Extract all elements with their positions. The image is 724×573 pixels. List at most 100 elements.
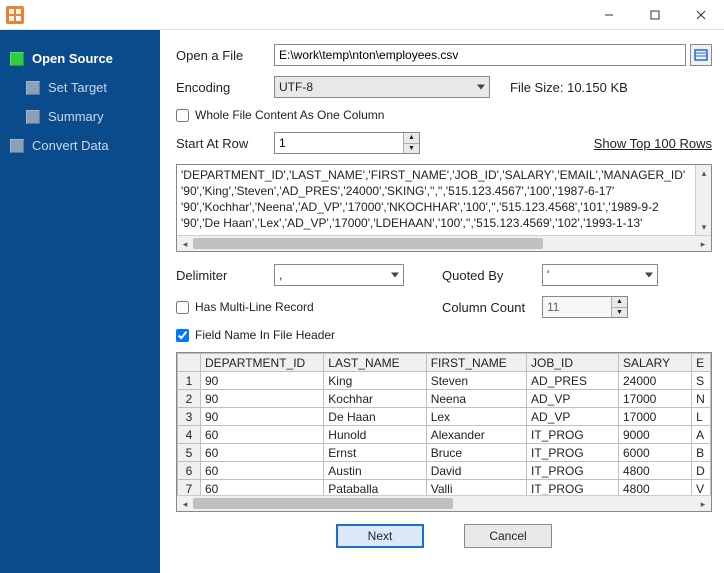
grid-cell[interactable]: 4800 — [618, 462, 691, 480]
grid-cell[interactable]: V — [692, 480, 711, 496]
grid-cell[interactable]: L — [692, 408, 711, 426]
table-row[interactable]: 290KochharNeenaAD_VP17000N — [178, 390, 711, 408]
column-count-spinner[interactable]: ▲▼ — [611, 297, 627, 317]
cancel-button[interactable]: Cancel — [464, 524, 552, 548]
grid-cell[interactable]: Pataballa — [324, 480, 426, 496]
open-file-label: Open a File — [176, 48, 274, 63]
grid-cell[interactable]: 60 — [200, 426, 323, 444]
whole-file-checkbox[interactable]: Whole File Content As One Column — [176, 108, 712, 122]
browse-file-button[interactable] — [690, 44, 712, 66]
chevron-down-icon — [391, 273, 399, 278]
start-at-row-input[interactable] — [274, 132, 420, 154]
grid-cell[interactable]: IT_PROG — [527, 444, 619, 462]
quoted-by-label: Quoted By — [442, 268, 542, 283]
grid-cell[interactable]: 90 — [200, 408, 323, 426]
whole-file-checkbox-input[interactable] — [176, 109, 189, 122]
preview-horizontal-scrollbar[interactable]: ◂ ▸ — [177, 235, 711, 251]
grid-cell[interactable]: Neena — [426, 390, 526, 408]
grid-cell[interactable]: 60 — [200, 462, 323, 480]
grid-cell[interactable]: 17000 — [618, 408, 691, 426]
grid-cell[interactable]: Hunold — [324, 426, 426, 444]
grid-cell[interactable]: B — [692, 444, 711, 462]
table-row[interactable]: 660AustinDavidIT_PROG4800D — [178, 462, 711, 480]
grid-cell[interactable]: Steven — [426, 372, 526, 390]
table-row[interactable]: 560ErnstBruceIT_PROG6000B — [178, 444, 711, 462]
grid-horizontal-scrollbar[interactable]: ◂ ▸ — [177, 495, 711, 511]
grid-cell[interactable]: 6000 — [618, 444, 691, 462]
grid-cell[interactable]: AD_VP — [527, 390, 619, 408]
sidebar-item-label: Open Source — [32, 51, 113, 66]
grid-cell[interactable]: Valli — [426, 480, 526, 496]
chevron-down-icon — [477, 85, 485, 90]
grid-cell[interactable]: 60 — [200, 480, 323, 496]
minimize-button[interactable] — [586, 0, 632, 30]
grid-cell[interactable]: David — [426, 462, 526, 480]
encoding-combo[interactable]: UTF-8 — [274, 76, 490, 98]
table-row[interactable]: 460HunoldAlexanderIT_PROG9000A — [178, 426, 711, 444]
file-path-input[interactable] — [274, 44, 686, 66]
grid-cell[interactable]: 4800 — [618, 480, 691, 496]
grid-column-header[interactable]: JOB_ID — [527, 354, 619, 372]
sidebar-item-set-target[interactable]: Set Target — [0, 73, 160, 102]
grid-cell[interactable]: Lex — [426, 408, 526, 426]
grid-cell[interactable]: Bruce — [426, 444, 526, 462]
close-button[interactable] — [678, 0, 724, 30]
field-header-checkbox-input[interactable] — [176, 329, 189, 342]
grid-column-header[interactable]: E — [692, 354, 711, 372]
start-at-row-label: Start At Row — [176, 136, 274, 151]
sidebar-item-open-source[interactable]: Open Source — [0, 44, 160, 73]
grid-cell[interactable]: AD_PRES — [527, 372, 619, 390]
grid-cell[interactable]: Ernst — [324, 444, 426, 462]
grid-cell[interactable]: Austin — [324, 462, 426, 480]
multi-line-checkbox-input[interactable] — [176, 301, 189, 314]
start-row-spinner[interactable]: ▲▼ — [403, 133, 419, 153]
quoted-by-value: ' — [547, 268, 549, 282]
window-controls — [586, 0, 724, 30]
quoted-by-combo[interactable]: ' — [542, 264, 658, 286]
step-icon — [10, 139, 24, 153]
grid-cell[interactable]: 90 — [200, 372, 323, 390]
grid-cell[interactable]: IT_PROG — [527, 426, 619, 444]
grid-cell[interactable]: 90 — [200, 390, 323, 408]
grid-column-header[interactable]: LAST_NAME — [324, 354, 426, 372]
delimiter-combo[interactable]: , — [274, 264, 404, 286]
step-icon — [26, 110, 40, 124]
preview-vertical-scrollbar[interactable]: ▴ ▾ — [695, 165, 711, 235]
titlebar — [0, 0, 724, 30]
whole-file-checkbox-label: Whole File Content As One Column — [195, 108, 384, 122]
file-preview-content: 'DEPARTMENT_ID','LAST_NAME','FIRST_NAME'… — [177, 165, 711, 235]
grid-cell[interactable]: D — [692, 462, 711, 480]
preview-line: 'DEPARTMENT_ID','LAST_NAME','FIRST_NAME'… — [181, 167, 707, 183]
grid-cell[interactable]: 60 — [200, 444, 323, 462]
grid-column-header[interactable]: FIRST_NAME — [426, 354, 526, 372]
grid-cell[interactable]: 9000 — [618, 426, 691, 444]
sidebar-item-summary[interactable]: Summary — [0, 102, 160, 131]
grid-cell[interactable]: 24000 — [618, 372, 691, 390]
grid-cell[interactable]: IT_PROG — [527, 480, 619, 496]
grid-cell[interactable]: Kochhar — [324, 390, 426, 408]
grid-cell[interactable]: King — [324, 372, 426, 390]
grid-cell[interactable]: IT_PROG — [527, 462, 619, 480]
table-row[interactable]: 760PataballaValliIT_PROG4800V — [178, 480, 711, 496]
maximize-button[interactable] — [632, 0, 678, 30]
multi-line-checkbox[interactable]: Has Multi-Line Record — [176, 300, 314, 314]
grid-column-header[interactable]: SALARY — [618, 354, 691, 372]
grid-cell[interactable]: A — [692, 426, 711, 444]
grid-cell[interactable]: AD_VP — [527, 408, 619, 426]
field-header-checkbox[interactable]: Field Name In File Header — [176, 328, 712, 342]
table-row[interactable]: 390De HaanLexAD_VP17000L — [178, 408, 711, 426]
grid-cell[interactable]: 17000 — [618, 390, 691, 408]
grid-cell[interactable]: Alexander — [426, 426, 526, 444]
grid-cell[interactable]: De Haan — [324, 408, 426, 426]
show-top-rows-link[interactable]: Show Top 100 Rows — [594, 136, 712, 151]
grid-cell[interactable]: S — [692, 372, 711, 390]
grid-cell[interactable]: N — [692, 390, 711, 408]
sidebar-item-convert-data[interactable]: Convert Data — [0, 131, 160, 160]
main-panel: Open a File Encoding UTF-8 File Size: 10… — [160, 30, 724, 573]
button-bar: Next Cancel — [176, 520, 712, 552]
multi-line-checkbox-label: Has Multi-Line Record — [195, 300, 314, 314]
table-row[interactable]: 190KingStevenAD_PRES24000S — [178, 372, 711, 390]
next-button[interactable]: Next — [336, 524, 424, 548]
field-header-checkbox-label: Field Name In File Header — [195, 328, 335, 342]
grid-column-header[interactable]: DEPARTMENT_ID — [200, 354, 323, 372]
